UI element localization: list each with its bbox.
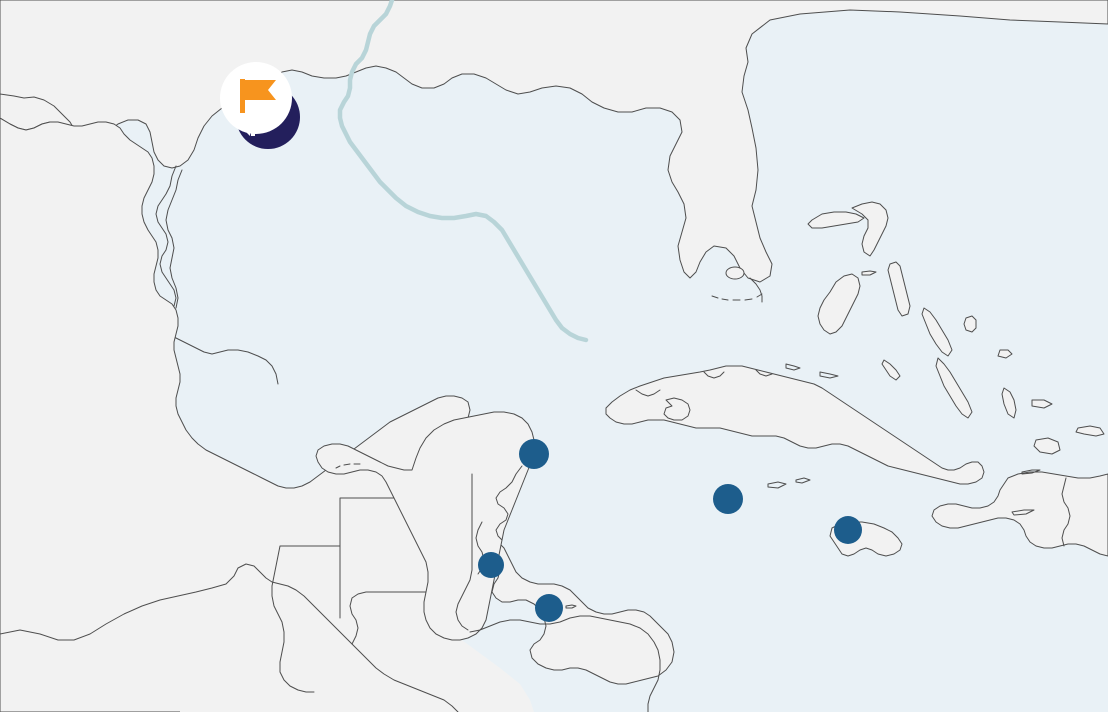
flag-banner-icon [245, 80, 276, 100]
isle-turks-caicos [1075, 425, 1105, 437]
isle-san-salvador [963, 315, 977, 333]
poi-dots-layer[interactable] [478, 439, 862, 622]
isle-lake-okeechobee [725, 266, 745, 280]
isle-roatan [565, 604, 577, 609]
selected-location-marker[interactable] [220, 62, 300, 149]
isle-grand-cayman [767, 481, 787, 489]
mississippi-river [337, 0, 589, 343]
border-haiti-dominican-republic [1061, 477, 1071, 547]
poi-dot-jamaica[interactable] [834, 516, 862, 544]
isle-andros [817, 273, 861, 335]
isle-rum-cay [997, 349, 1013, 359]
isle-exuma [881, 359, 901, 381]
border-belize-guatemala [455, 473, 473, 631]
isle-inagua [1033, 437, 1061, 455]
coast-pacific-southern-mexico [0, 563, 459, 712]
isle-grand-bahama [807, 211, 865, 229]
isle-abaco [851, 201, 889, 257]
isle-isla-de-la-juventud [663, 397, 691, 421]
poi-dot-belize[interactable] [478, 552, 504, 578]
isle-tortuga [1021, 469, 1041, 475]
isle-cayo-coco [785, 363, 801, 371]
coast-texas-barrier-islands [155, 165, 177, 307]
coast-florida-keys [711, 293, 763, 301]
isle-new-providence [861, 270, 877, 276]
poi-dot-cayman[interactable] [713, 484, 743, 514]
isle-cayman-brac [795, 477, 811, 484]
isle-cat-island [921, 307, 953, 357]
coast-honduras-caribbean [469, 615, 661, 712]
landmass-yucatan-peninsula [315, 411, 535, 641]
coast-cuba-north-detail [635, 369, 773, 397]
coast-florida-bay [749, 277, 763, 303]
bahamas-islands-group [807, 201, 1105, 455]
marker-callout-tail [238, 118, 252, 136]
isle-long-island [935, 357, 973, 419]
landmass-cuba [605, 365, 985, 485]
coast-yucatan-east-detail [495, 465, 523, 541]
isle-cayos-romano [819, 371, 839, 379]
poi-dot-cancun[interactable] [519, 439, 549, 469]
isle-eleuthera [887, 261, 911, 317]
isle-gonave [1011, 509, 1035, 516]
border-guatemala-west-step [271, 545, 341, 693]
coast-laguna-madre [165, 169, 183, 309]
isle-acklins [1001, 387, 1017, 419]
flag-pole-icon [240, 79, 245, 113]
coast-yucatan-northwest-islets [335, 463, 361, 469]
marker-pin-stem [251, 112, 255, 136]
poi-dot-honduras-bay[interactable] [535, 594, 563, 622]
isle-mayaguana [1031, 399, 1053, 409]
